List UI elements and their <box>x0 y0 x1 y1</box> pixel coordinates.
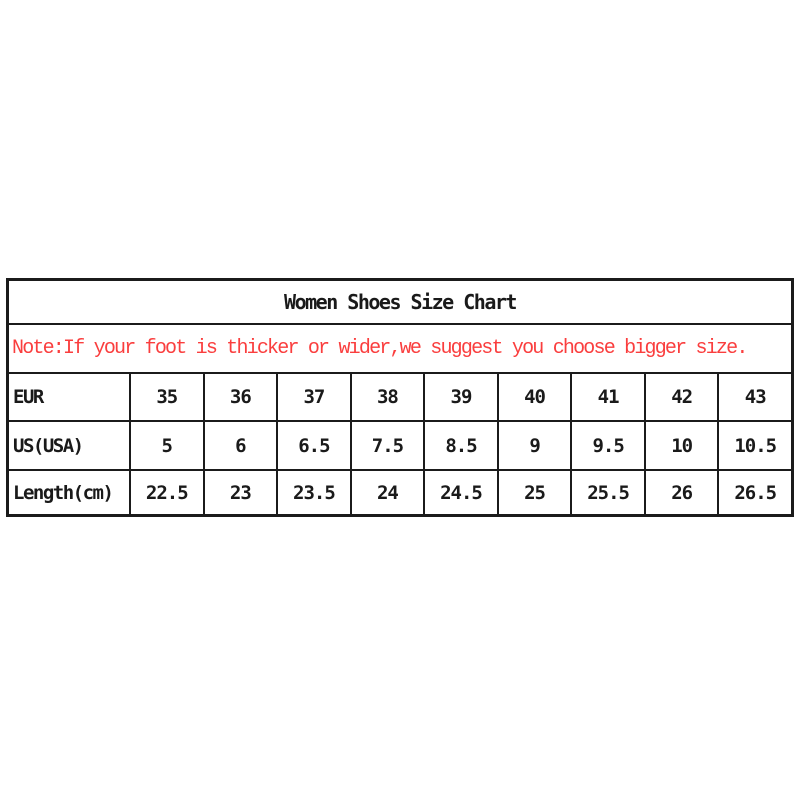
eur-value: 39 <box>425 374 497 420</box>
eur-value: 36 <box>204 374 277 420</box>
length-value: 26 <box>645 471 718 514</box>
length-value: 22.5 <box>131 471 203 514</box>
note-text: Note:If your foot is thicker or wider,we… <box>9 325 791 372</box>
us-value: 6.5 <box>278 422 350 469</box>
eur-value: 40 <box>498 374 571 420</box>
eur-value: 35 <box>131 374 203 420</box>
eur-value: 42 <box>645 374 718 420</box>
size-chart-table: Women Shoes Size Chart Note:If your foot… <box>6 278 794 517</box>
row-label-eur: EUR <box>9 374 129 420</box>
length-value: 23.5 <box>278 471 350 514</box>
length-value: 25 <box>498 471 571 514</box>
row-label-length: Length(cm) <box>9 471 129 514</box>
eur-value: 41 <box>572 374 644 420</box>
length-value: 24.5 <box>425 471 497 514</box>
eur-value: 38 <box>351 374 424 420</box>
us-value: 6 <box>204 422 277 469</box>
row-label-us: US(USA) <box>9 422 129 469</box>
us-value: 9 <box>498 422 571 469</box>
length-value: 24 <box>351 471 424 514</box>
us-value: 5 <box>131 422 203 469</box>
us-value: 10 <box>645 422 718 469</box>
us-value: 7.5 <box>351 422 424 469</box>
eur-value: 43 <box>719 374 791 420</box>
us-value: 9.5 <box>572 422 644 469</box>
us-value: 10.5 <box>719 422 791 469</box>
length-value: 23 <box>204 471 277 514</box>
length-value: 25.5 <box>572 471 644 514</box>
us-value: 8.5 <box>425 422 497 469</box>
table-title: Women Shoes Size Chart <box>9 281 791 323</box>
eur-value: 37 <box>278 374 350 420</box>
length-value: 26.5 <box>719 471 791 514</box>
